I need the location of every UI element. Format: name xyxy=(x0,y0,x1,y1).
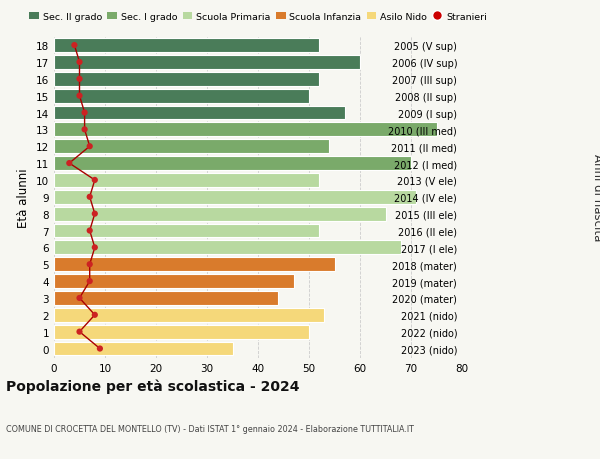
Point xyxy=(90,244,100,252)
Bar xyxy=(54,207,386,221)
Point xyxy=(74,93,84,100)
Point xyxy=(85,278,95,285)
Y-axis label: Età alunni: Età alunni xyxy=(17,168,31,227)
Bar xyxy=(54,224,319,238)
Bar xyxy=(54,90,309,103)
Bar xyxy=(54,274,294,288)
Bar xyxy=(54,157,411,171)
Bar xyxy=(54,308,325,322)
Point xyxy=(90,211,100,218)
Bar xyxy=(54,258,335,272)
Point xyxy=(74,328,84,336)
Point xyxy=(85,261,95,269)
Bar xyxy=(54,56,360,70)
Point xyxy=(90,312,100,319)
Point xyxy=(95,345,105,353)
Point xyxy=(70,42,79,50)
Bar xyxy=(54,342,233,356)
Text: COMUNE DI CROCETTA DEL MONTELLO (TV) - Dati ISTAT 1° gennaio 2024 - Elaborazione: COMUNE DI CROCETTA DEL MONTELLO (TV) - D… xyxy=(6,425,414,434)
Bar xyxy=(54,241,401,255)
Point xyxy=(80,110,89,117)
Bar xyxy=(54,140,329,154)
Point xyxy=(74,59,84,67)
Bar xyxy=(54,106,345,120)
Bar xyxy=(54,73,319,86)
Point xyxy=(85,227,95,235)
Point xyxy=(80,126,89,134)
Point xyxy=(85,194,95,201)
Bar xyxy=(54,123,437,137)
Bar xyxy=(54,174,319,187)
Point xyxy=(74,295,84,302)
Point xyxy=(65,160,74,168)
Point xyxy=(90,177,100,184)
Point xyxy=(85,143,95,151)
Bar xyxy=(54,39,319,53)
Point xyxy=(74,76,84,83)
Text: Popolazione per età scolastica - 2024: Popolazione per età scolastica - 2024 xyxy=(6,379,299,393)
Legend: Sec. II grado, Sec. I grado, Scuola Primaria, Scuola Infanzia, Asilo Nido, Stran: Sec. II grado, Sec. I grado, Scuola Prim… xyxy=(26,9,490,26)
Text: Anni di nascita: Anni di nascita xyxy=(590,154,600,241)
Bar xyxy=(54,325,309,339)
Bar xyxy=(54,190,416,204)
Bar xyxy=(54,291,278,305)
